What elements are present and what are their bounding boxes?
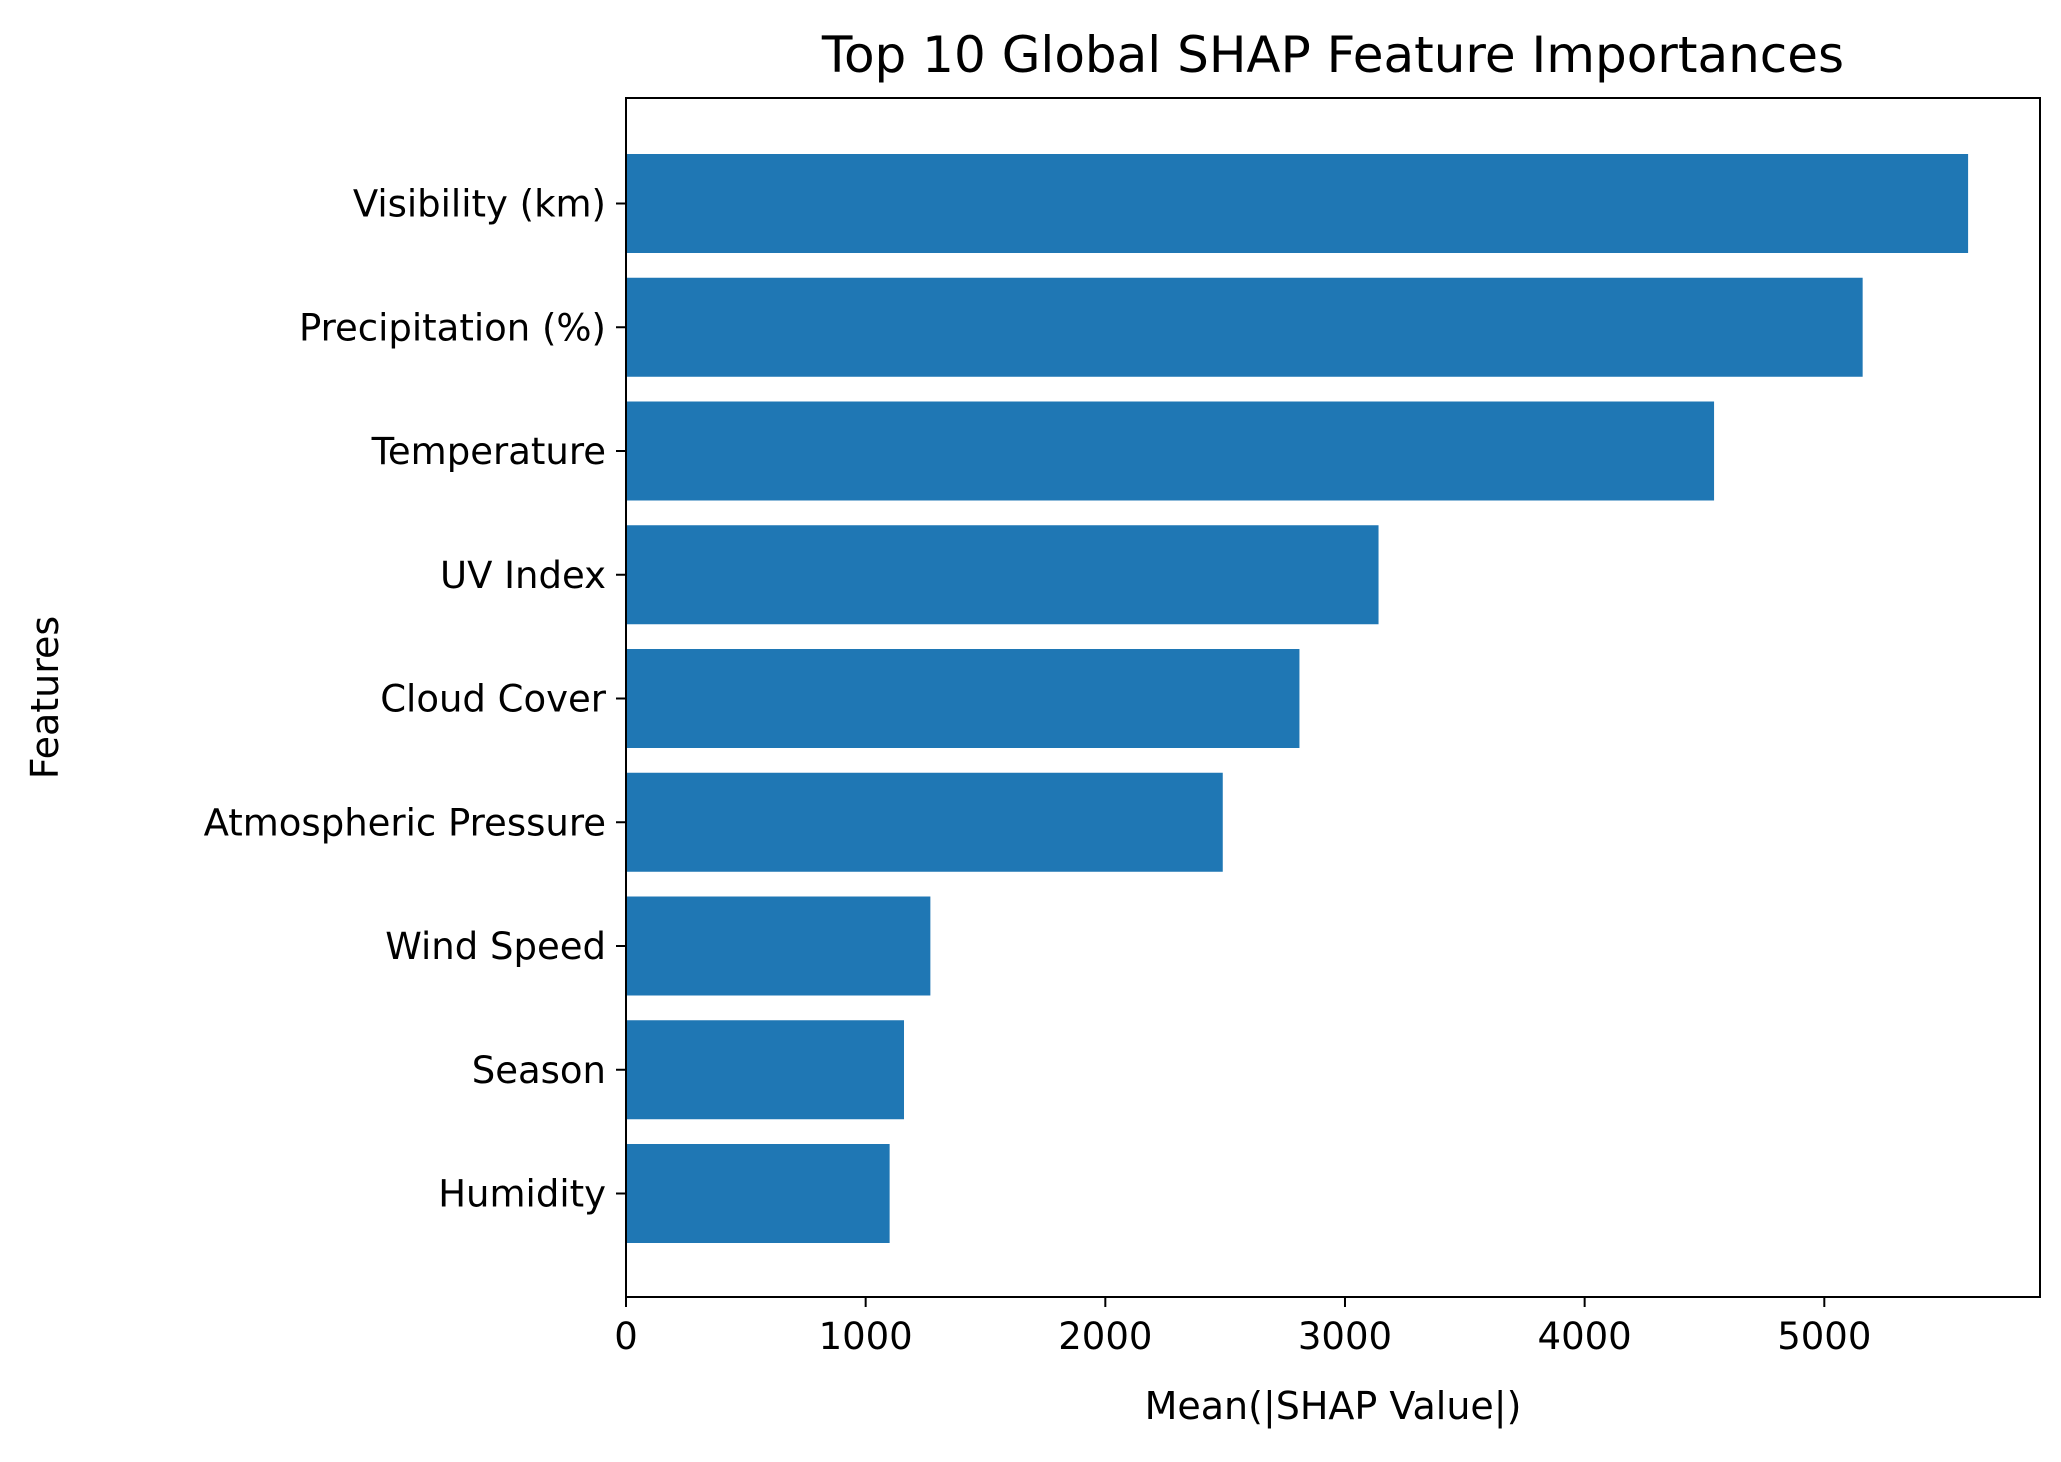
x-axis: 0 1000 2000 3000 4000 5000 (614, 1297, 1871, 1358)
bar (626, 401, 1715, 501)
bar (626, 896, 931, 996)
x-tick-label: 1000 (819, 1315, 913, 1358)
y-tick-label: Season (472, 1049, 606, 1092)
y-tick-label: Cloud Cover (380, 678, 607, 721)
bar (626, 1144, 890, 1243)
y-tick-label: Wind Speed (385, 925, 606, 968)
x-axis-title: Mean(|SHAP Value|) (1145, 1384, 1522, 1429)
x-tick-label: 3000 (1298, 1315, 1392, 1358)
bar (626, 1020, 905, 1120)
x-tick-label: 2000 (1058, 1315, 1152, 1358)
bar (626, 772, 1223, 872)
y-tick-label: Temperature (371, 430, 606, 473)
x-tick-label: 4000 (1538, 1315, 1632, 1358)
x-tick-label: 5000 (1777, 1315, 1871, 1358)
y-tick-label: UV Index (440, 554, 606, 597)
plot-frame (625, 97, 2041, 1298)
bar (626, 277, 1863, 377)
chart-title: Top 10 Global SHAP Feature Importances (821, 26, 1844, 84)
x-tick-label: 0 (614, 1315, 638, 1358)
bar (626, 525, 1379, 625)
y-tick-label: Visibility (km) (353, 183, 606, 226)
y-tick-label: Atmospheric Pressure (204, 801, 606, 844)
bar (626, 154, 1969, 253)
y-axis: Visibility (km) Precipitation (%) Temperat… (204, 183, 626, 1216)
y-axis-title: Features (23, 616, 67, 779)
bar (626, 649, 1300, 748)
y-tick-label: Humidity (438, 1173, 606, 1216)
bars-group (626, 154, 1969, 1243)
y-tick-label: Precipitation (%) (299, 306, 606, 349)
